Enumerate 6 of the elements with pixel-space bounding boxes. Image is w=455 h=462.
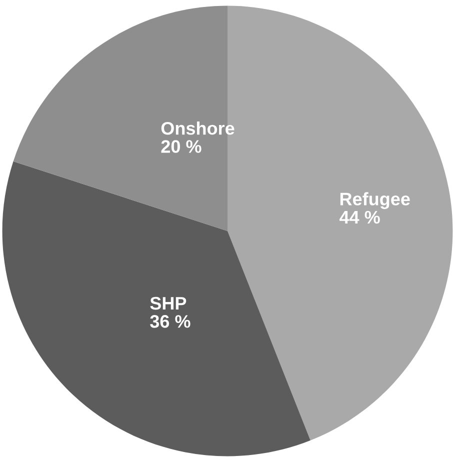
slice-label: Onshore — [161, 121, 234, 135]
data-label: 36 % — [150, 315, 190, 328]
data-label: 44 % — [340, 210, 380, 224]
data-label: 20 % — [161, 140, 202, 153]
slice-label: Refugee — [340, 192, 410, 210]
slice-label: SHP — [150, 296, 186, 310]
